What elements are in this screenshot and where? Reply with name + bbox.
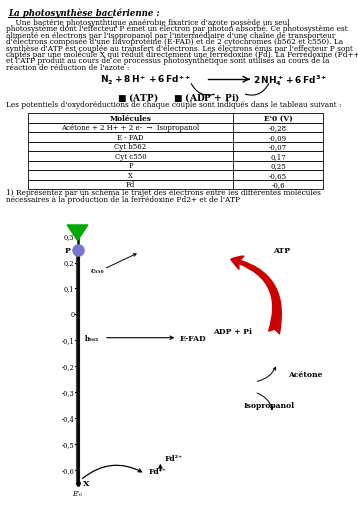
Text: Fd³⁺: Fd³⁺ [149,467,167,475]
Text: alimenté en électrons par l'isopropanol par l'intermédiaire d'une chaîne de tran: alimenté en électrons par l'isopropanol … [6,32,335,40]
Text: 0,2: 0,2 [64,259,74,267]
FancyArrowPatch shape [82,465,142,479]
Text: b₅₆₂: b₅₆₂ [85,334,99,342]
Text: -0,07: -0,07 [269,143,287,151]
Text: -0,09: -0,09 [269,134,287,142]
Text: P: P [128,162,133,170]
Text: 0,17: 0,17 [270,153,286,161]
Text: -0,2: -0,2 [62,363,74,371]
Text: d'électrons composée d'une flavoprotéine (E-FAD) et de 2 cytochromes (b562 et c5: d'électrons composée d'une flavoprotéine… [6,38,343,46]
Text: -0,65: -0,65 [269,172,287,180]
Text: $\blacksquare$ (ATP)     $\blacksquare$ (ADP + Pi): $\blacksquare$ (ATP) $\blacksquare$ (ADP… [117,90,241,104]
Polygon shape [67,226,88,241]
Text: $\mathbf{N_2 + 8\,H^+ + 6\,Fd^{++}}$: $\mathbf{N_2 + 8\,H^+ + 6\,Fd^{++}}$ [100,73,191,87]
Bar [28,133,323,142]
Text: ADP + Pi: ADP + Pi [213,328,252,335]
Bar [28,123,323,133]
Text: $\mathbf{2\,NH_4^+ + 6\,Fd^{3+}}$: $\mathbf{2\,NH_4^+ + 6\,Fd^{3+}}$ [253,73,328,87]
FancyArrowPatch shape [107,336,173,340]
Text: E'₀: E'₀ [72,489,82,497]
Text: Molécules: Molécules [110,115,151,123]
Text: P: P [64,246,70,254]
Text: photosystème dont l'effecteur P émet un électron par photon absorbé. Ce photosys: photosystème dont l'effecteur P émet un … [6,25,348,33]
Text: Cyt b562: Cyt b562 [114,143,147,151]
Text: 0: 0 [71,311,74,319]
Text: synthèse d'ATP est couplée au transfert d'électrons. Les électrons émis par l'ef: synthèse d'ATP est couplée au transfert … [6,44,353,53]
FancyArrowPatch shape [159,465,162,471]
Text: -0,28: -0,28 [269,124,287,132]
Text: c₅₅₀: c₅₅₀ [91,267,104,275]
Text: X: X [83,479,90,487]
Text: E - FAD: E - FAD [117,134,144,142]
Bar [28,180,323,190]
Text: Acétone + 2 H+ + 2 e-  →  Isopropanol: Acétone + 2 H+ + 2 e- → Isopropanol [62,124,199,132]
Text: -0,1: -0,1 [62,337,74,344]
Text: 0,3: 0,3 [64,233,74,241]
Text: Fd²⁺: Fd²⁺ [164,454,182,462]
Text: Cyt c550: Cyt c550 [115,153,146,161]
FancyArrowPatch shape [257,393,273,410]
Text: réaction de réduction de l'azote :: réaction de réduction de l'azote : [6,64,129,72]
Text: nécessaires à la production de la ferrédoxine Fd2+ et de l'ATP: nécessaires à la production de la ferréd… [6,195,240,204]
Text: -0,6: -0,6 [271,181,285,189]
Text: Une bactérie photosynthtique anaérobie fixatrice d'azote possède un seul: Une bactérie photosynthtique anaérobie f… [6,19,290,27]
Text: Les potentiels d'oxydoréductions de chaque couple sont indiqués dans le tableau : Les potentiels d'oxydoréductions de chaq… [6,101,342,109]
Bar [28,171,323,180]
Text: -0,6: -0,6 [62,466,74,474]
Text: -0,3: -0,3 [62,388,74,396]
Text: Acétone: Acétone [288,370,323,378]
Text: E-FAD: E-FAD [179,334,206,342]
Text: 1) Représentez par un schéma le trajet des électrons entre les différentes moléc: 1) Représentez par un schéma le trajet d… [6,189,321,197]
Bar [28,114,323,123]
FancyArrowPatch shape [106,254,136,268]
Text: -0,4: -0,4 [62,414,74,422]
FancyArrowPatch shape [246,84,269,96]
Text: captés par une molécule X qui réduit directement une ferrédoxine (Fd). La Ferréd: captés par une molécule X qui réduit dir… [6,51,358,59]
Text: E'0 (V): E'0 (V) [263,115,292,123]
Text: ATP: ATP [273,246,290,254]
Text: La photosynthèse bactérienne :: La photosynthèse bactérienne : [8,9,160,18]
Text: 0,25: 0,25 [270,162,286,170]
Bar [28,162,323,171]
FancyArrowPatch shape [191,84,214,96]
Text: et l'ATP produit au cours de ce processus photosynthétique sont utilisés au cour: et l'ATP produit au cours de ce processu… [6,57,329,65]
FancyArrowPatch shape [257,368,276,382]
Text: Fd: Fd [126,181,135,189]
Text: Isopropanol: Isopropanol [244,401,295,409]
FancyArrowPatch shape [231,257,281,334]
Text: X: X [128,172,133,180]
Text: -0,5: -0,5 [62,440,74,448]
Text: 0,1: 0,1 [64,285,74,293]
Bar [28,142,323,152]
Bar [28,152,323,162]
